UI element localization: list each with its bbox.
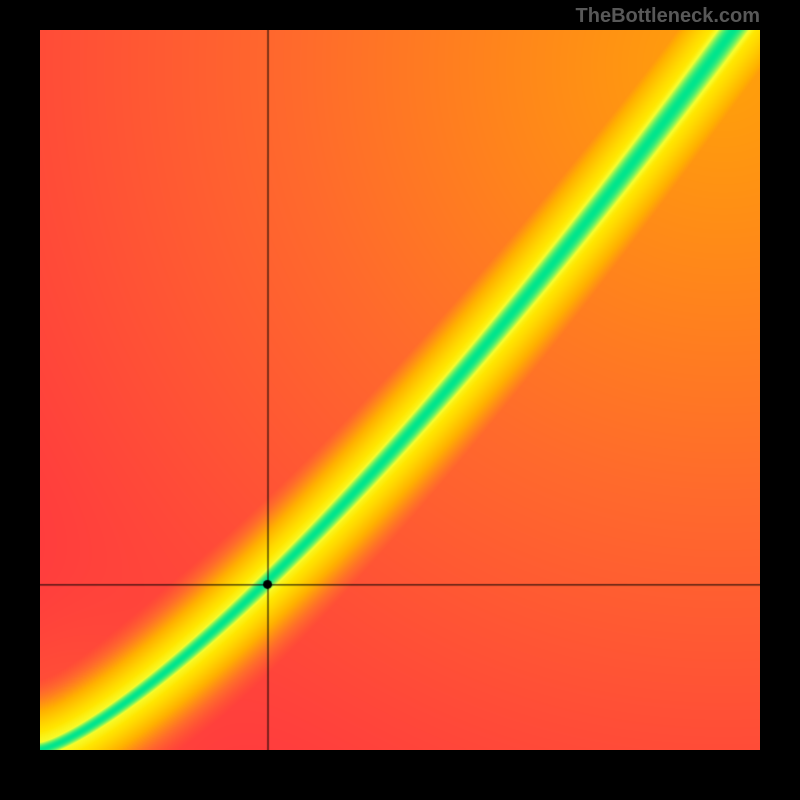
watermark-text: TheBottleneck.com — [576, 5, 760, 28]
bottleneck-heatmap — [40, 30, 760, 750]
